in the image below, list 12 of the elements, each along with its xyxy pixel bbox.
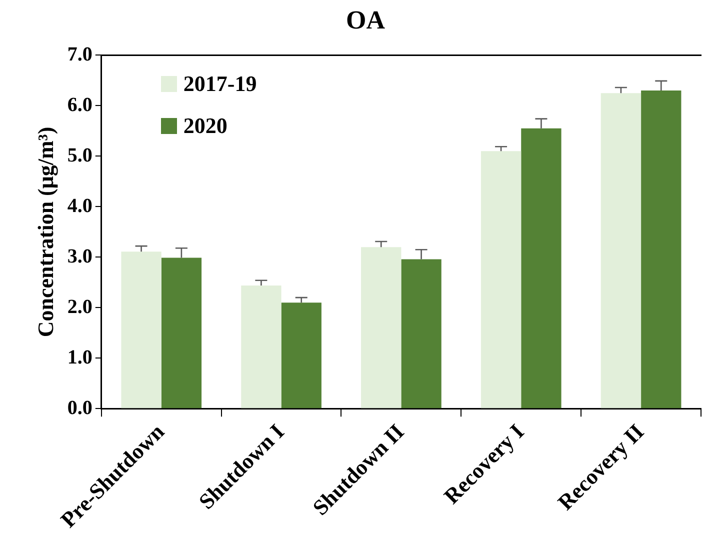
y-tick-label: 3.0 (67, 245, 92, 268)
y-axis-title: Concentration (μg/m³) (32, 126, 58, 338)
y-tick-label: 4.0 (67, 194, 92, 217)
y-tick-label: 2.0 (67, 296, 92, 318)
y-tick-label: 7.0 (67, 43, 92, 66)
chart-title: OA (346, 5, 386, 34)
legend-label: 2017-19 (183, 71, 257, 98)
legend-label: 2020 (183, 113, 228, 140)
y-tick-label: 0.0 (67, 396, 92, 419)
y-tick-label: 1.0 (67, 346, 92, 368)
y-tick-label: 6.0 (67, 94, 92, 116)
y-tick-label: 5.0 (67, 144, 92, 166)
